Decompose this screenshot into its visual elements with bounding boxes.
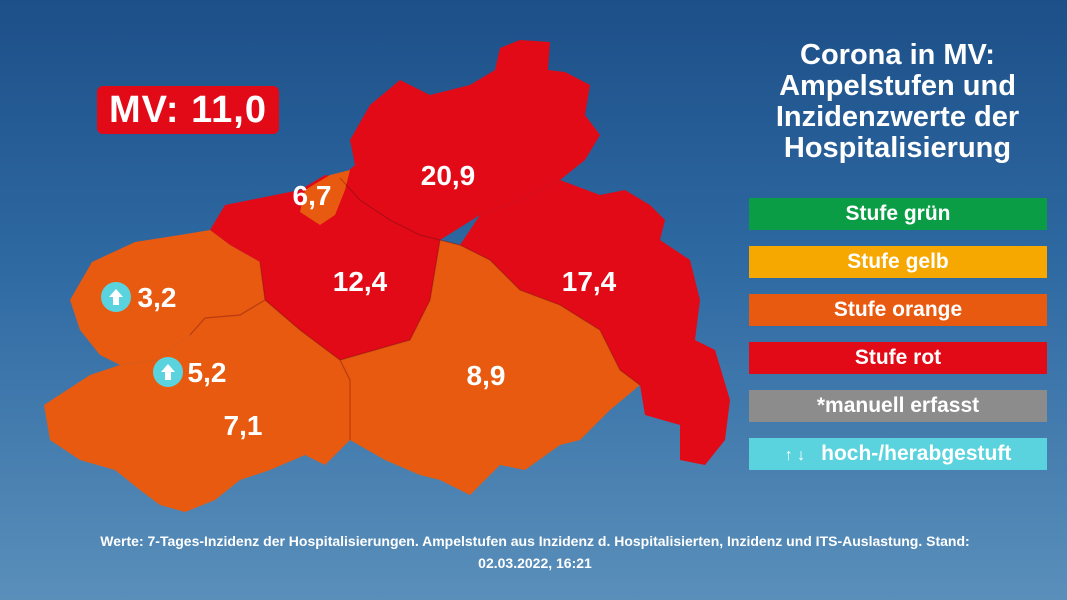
- region-value-vorpommern-greifswald: 17,4: [561, 266, 617, 297]
- district-borders: [189, 177, 641, 440]
- legend-item-manuell: *manuell erfasst: [749, 390, 1047, 422]
- region-value-schwerin: 5,2: [187, 357, 227, 388]
- legend-item-rot: Stufe rot: [749, 342, 1047, 374]
- legend-item-orange: Stufe orange: [749, 294, 1047, 326]
- region-value-rostock-city: 6,7: [292, 180, 332, 211]
- title-line: Inzidenzwerte der: [775, 101, 1020, 133]
- statewide-incidence-badge: MV: 11,0: [97, 86, 279, 134]
- region-value-nordwestmecklenburg: 3,2: [137, 282, 177, 313]
- up-arrow-icon: [153, 357, 183, 387]
- region-value-mecklenburgische-seenplatte: 8,9: [466, 360, 506, 391]
- region-vorpommern-ruegen: [340, 40, 600, 240]
- map-title: Corona in MV: Ampelstufen und Inzidenzwe…: [760, 40, 1035, 164]
- title-line: Hospitalisierung: [783, 132, 1012, 164]
- legend-label: Stufe rot: [854, 346, 942, 369]
- up-down-arrows-icon: ↑ ↓: [784, 447, 806, 464]
- legend: Stufe grün Stufe gelb Stufe orange Stufe…: [749, 198, 1047, 486]
- region-nordwestmecklenburg: [70, 230, 265, 365]
- title-line: Corona in MV:: [800, 39, 995, 71]
- legend-item-gelb: Stufe gelb: [749, 246, 1047, 278]
- footer-line: 02.03.2022, 16:21: [478, 555, 592, 571]
- legend-label: Stufe grün: [845, 202, 951, 225]
- legend-label: Stufe gelb: [847, 250, 949, 273]
- title-line: Ampelstufen und: [779, 70, 1016, 102]
- region-value-ludwigslust-parchim: 7,1: [223, 410, 263, 441]
- legend-item-hochgestuft: ↑ ↓ hoch-/herabgestuft: [749, 438, 1047, 470]
- region-ludwigslust-parchim: [44, 300, 350, 512]
- region-mecklenburgische-seenplatte: [340, 240, 640, 495]
- footer-note: Werte: 7-Tages-Inzidenz der Hospitalisie…: [60, 530, 1010, 574]
- up-arrow-icon: [101, 282, 131, 312]
- region-rostock-city: [300, 170, 350, 225]
- legend-item-gruen: Stufe grün: [749, 198, 1047, 230]
- legend-label: *manuell erfasst: [816, 394, 980, 417]
- region-value-vorpommern-ruegen: 20,9: [420, 160, 476, 191]
- legend-label: hoch-/herabgestuft: [821, 442, 1012, 465]
- region-landkreis-rostock: [210, 175, 440, 360]
- footer-line: Werte: 7-Tages-Inzidenz der Hospitalisie…: [100, 533, 970, 549]
- region-vorpommern-greifswald: [460, 180, 730, 465]
- legend-label: Stufe orange: [833, 298, 963, 321]
- region-value-landkreis-rostock: 12,4: [332, 266, 388, 297]
